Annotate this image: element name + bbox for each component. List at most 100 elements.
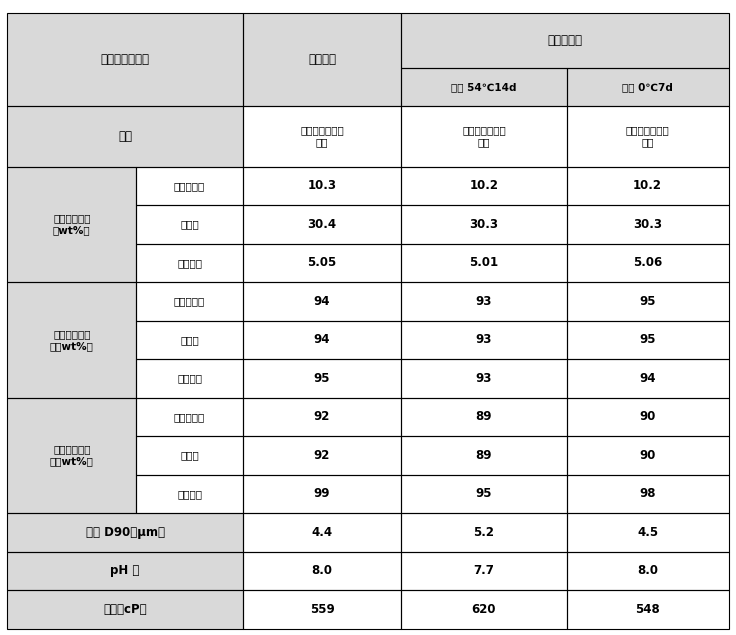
FancyBboxPatch shape <box>401 590 567 629</box>
Bar <box>567 590 729 629</box>
FancyBboxPatch shape <box>243 282 401 321</box>
Bar <box>567 68 729 106</box>
Text: 99: 99 <box>314 488 330 500</box>
Text: 4.4: 4.4 <box>311 526 333 539</box>
FancyBboxPatch shape <box>567 513 729 552</box>
FancyBboxPatch shape <box>7 590 243 629</box>
FancyBboxPatch shape <box>401 13 729 68</box>
Text: 5.01: 5.01 <box>470 257 498 269</box>
Bar <box>567 244 729 282</box>
Bar <box>243 552 401 590</box>
FancyBboxPatch shape <box>401 282 567 321</box>
FancyBboxPatch shape <box>243 475 401 513</box>
Text: 阿维菌素: 阿维菌素 <box>177 373 202 384</box>
Text: 毒死蜱: 毒死蜱 <box>180 220 199 229</box>
Bar <box>243 282 401 321</box>
FancyBboxPatch shape <box>136 167 243 205</box>
Text: 10.3: 10.3 <box>308 180 336 192</box>
Text: 548: 548 <box>635 603 660 616</box>
FancyBboxPatch shape <box>243 359 401 398</box>
FancyBboxPatch shape <box>7 106 243 167</box>
Bar <box>243 321 401 359</box>
Bar <box>401 244 567 282</box>
Text: 93: 93 <box>475 372 492 385</box>
Text: 5.05: 5.05 <box>308 257 336 269</box>
FancyBboxPatch shape <box>401 167 567 205</box>
FancyBboxPatch shape <box>401 552 567 590</box>
Bar <box>7 282 136 398</box>
Bar <box>401 106 567 167</box>
FancyBboxPatch shape <box>567 475 729 513</box>
Bar <box>401 166 567 205</box>
Text: 粒径 D90（μm）: 粒径 D90（μm） <box>85 526 165 539</box>
Bar <box>567 321 729 359</box>
FancyBboxPatch shape <box>567 359 729 398</box>
Bar <box>567 205 729 244</box>
Text: 620: 620 <box>472 603 496 616</box>
Text: 90: 90 <box>640 410 656 424</box>
Bar <box>401 552 567 590</box>
Bar <box>567 166 729 205</box>
Bar <box>243 359 401 398</box>
FancyBboxPatch shape <box>243 436 401 475</box>
Bar <box>567 359 729 398</box>
Text: 有效成分成悬
率（wt%）: 有效成分成悬 率（wt%） <box>50 329 93 351</box>
Text: 95: 95 <box>314 372 330 385</box>
Text: 阿维菌素: 阿维菌素 <box>177 489 202 499</box>
Bar <box>243 590 401 629</box>
FancyBboxPatch shape <box>136 359 243 398</box>
Text: 90: 90 <box>640 449 656 462</box>
FancyBboxPatch shape <box>136 244 243 282</box>
Bar <box>243 475 401 513</box>
Text: 有效成分悬浮
率（wt%）: 有效成分悬浮 率（wt%） <box>50 444 93 467</box>
FancyBboxPatch shape <box>7 282 136 398</box>
FancyBboxPatch shape <box>136 436 243 475</box>
Text: 94: 94 <box>640 372 656 385</box>
Text: 丁硫克百威: 丁硫克百威 <box>174 181 205 191</box>
FancyBboxPatch shape <box>243 513 401 552</box>
FancyBboxPatch shape <box>401 398 567 436</box>
Text: 30.4: 30.4 <box>308 218 336 231</box>
Bar <box>401 398 567 436</box>
FancyBboxPatch shape <box>567 106 729 167</box>
Text: 93: 93 <box>475 333 492 347</box>
Bar <box>136 244 243 282</box>
Text: 丁硫克百威: 丁硫克百威 <box>174 412 205 422</box>
Bar <box>567 475 729 513</box>
Bar <box>567 282 729 321</box>
Text: pH 值: pH 值 <box>110 565 140 577</box>
Bar <box>401 475 567 513</box>
FancyBboxPatch shape <box>401 436 567 475</box>
Bar <box>7 398 136 513</box>
Text: 储存后检测: 储存后检测 <box>548 34 582 47</box>
Bar <box>243 398 401 436</box>
Text: 粘度（cP）: 粘度（cP） <box>103 603 147 616</box>
Bar <box>136 205 243 244</box>
FancyBboxPatch shape <box>401 68 567 106</box>
Bar <box>136 359 243 398</box>
Bar <box>567 436 729 475</box>
Text: 热储 54℃14d: 热储 54℃14d <box>451 82 517 92</box>
Text: 5.2: 5.2 <box>473 526 495 539</box>
FancyBboxPatch shape <box>567 321 729 359</box>
FancyBboxPatch shape <box>567 282 729 321</box>
Text: 94: 94 <box>314 295 330 308</box>
Text: 阿维菌素: 阿维菌素 <box>177 258 202 268</box>
Bar <box>401 590 567 629</box>
Text: 有效成分含量
（wt%）: 有效成分含量 （wt%） <box>53 213 91 236</box>
Bar <box>567 106 729 167</box>
Text: 丁硫克百威: 丁硫克百威 <box>174 297 205 307</box>
Bar <box>7 552 243 590</box>
Text: 10.2: 10.2 <box>633 180 662 192</box>
FancyBboxPatch shape <box>567 167 729 205</box>
FancyBboxPatch shape <box>243 205 401 244</box>
Bar <box>401 68 567 106</box>
Text: 30.3: 30.3 <box>633 218 662 231</box>
Bar <box>136 166 243 205</box>
FancyBboxPatch shape <box>243 106 401 167</box>
Bar <box>401 205 567 244</box>
Text: 559: 559 <box>310 603 334 616</box>
Bar <box>401 282 567 321</box>
Bar <box>567 552 729 590</box>
FancyBboxPatch shape <box>7 167 136 282</box>
